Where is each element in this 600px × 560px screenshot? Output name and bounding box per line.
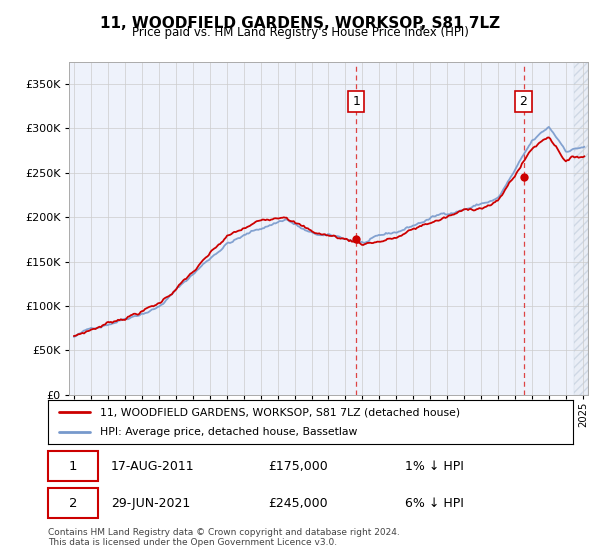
Text: £245,000: £245,000 (269, 497, 328, 510)
Text: 11, WOODFIELD GARDENS, WORKSOP, S81 7LZ: 11, WOODFIELD GARDENS, WORKSOP, S81 7LZ (100, 16, 500, 31)
Bar (574, 62, 588, 395)
Text: 29-JUN-2021: 29-JUN-2021 (111, 497, 190, 510)
Text: Price paid vs. HM Land Registry's House Price Index (HPI): Price paid vs. HM Land Registry's House … (131, 26, 469, 39)
FancyBboxPatch shape (48, 488, 98, 519)
FancyBboxPatch shape (48, 451, 98, 481)
Text: Contains HM Land Registry data © Crown copyright and database right 2024.
This d: Contains HM Land Registry data © Crown c… (48, 528, 400, 547)
Bar (574, 62, 588, 395)
Text: 1: 1 (352, 95, 360, 108)
Text: 11, WOODFIELD GARDENS, WORKSOP, S81 7LZ (detached house): 11, WOODFIELD GARDENS, WORKSOP, S81 7LZ … (101, 407, 461, 417)
Text: 2: 2 (520, 95, 527, 108)
Text: £175,000: £175,000 (269, 460, 328, 473)
Text: 6% ↓ HPI: 6% ↓ HPI (405, 497, 464, 510)
Text: 1: 1 (68, 460, 77, 473)
Text: 1% ↓ HPI: 1% ↓ HPI (405, 460, 464, 473)
Text: 17-AUG-2011: 17-AUG-2011 (111, 460, 194, 473)
Text: HPI: Average price, detached house, Bassetlaw: HPI: Average price, detached house, Bass… (101, 427, 358, 437)
Text: 2: 2 (68, 497, 77, 510)
